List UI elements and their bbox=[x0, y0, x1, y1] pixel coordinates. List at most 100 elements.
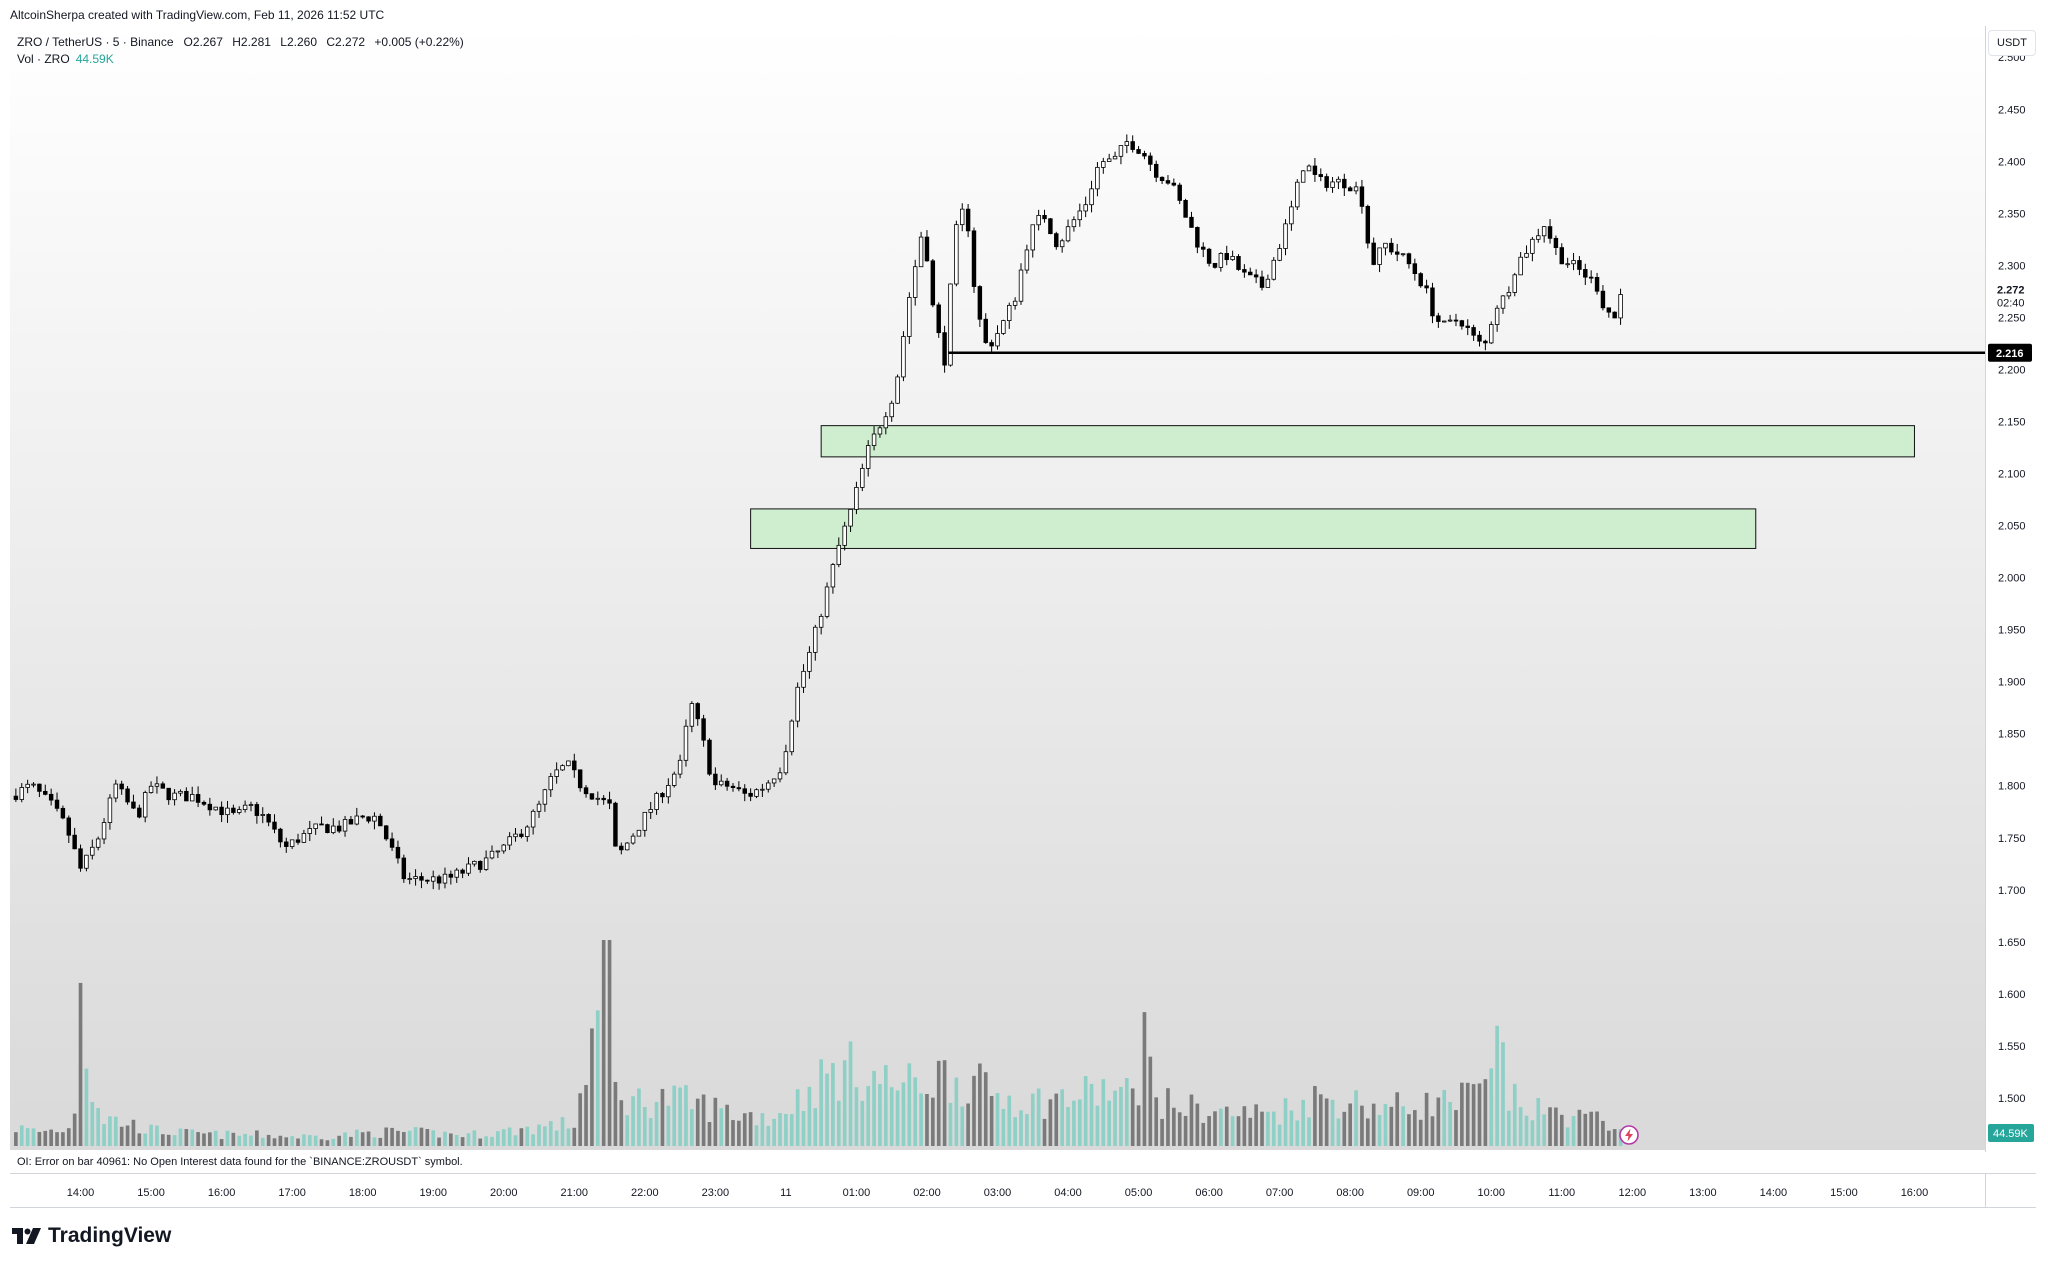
volume-bar bbox=[266, 1134, 271, 1146]
candle bbox=[642, 811, 648, 837]
volume-bar bbox=[766, 1125, 771, 1146]
currency-unit-button[interactable]: USDT bbox=[1988, 30, 2036, 56]
time-tick-label: 03:00 bbox=[984, 1187, 1012, 1199]
volume-bar bbox=[672, 1085, 677, 1146]
volume-bar bbox=[1148, 1056, 1153, 1146]
volume-bar bbox=[942, 1060, 947, 1146]
candle bbox=[1347, 186, 1353, 192]
candle bbox=[466, 857, 471, 877]
volume-bar bbox=[1289, 1110, 1294, 1146]
volume-bar bbox=[572, 1127, 577, 1146]
time-tick-label: 01:00 bbox=[843, 1187, 871, 1199]
volume-bar bbox=[819, 1059, 823, 1146]
candle bbox=[1583, 263, 1588, 285]
candle bbox=[401, 854, 407, 883]
candle bbox=[930, 259, 936, 308]
time-tick-label: 11 bbox=[780, 1187, 791, 1199]
candle bbox=[201, 800, 207, 807]
volume-bar bbox=[842, 1060, 847, 1146]
line-price-badge bbox=[1988, 343, 2032, 362]
volume-bar bbox=[1483, 1079, 1488, 1146]
volume-bar bbox=[1013, 1117, 1017, 1146]
candle bbox=[331, 818, 336, 835]
high-value: 2.281 bbox=[240, 35, 271, 49]
time-tick-label: 05:00 bbox=[1125, 1187, 1153, 1199]
tradingview-brand[interactable]: TradingView bbox=[12, 1224, 171, 1248]
volume-bar bbox=[90, 1102, 95, 1146]
price-axis[interactable]: 2.5002.4502.4002.3502.3002.2502.2002.150… bbox=[1988, 52, 2034, 1142]
volume-bar bbox=[108, 1116, 112, 1146]
volume-bar bbox=[219, 1139, 224, 1146]
candle bbox=[142, 790, 148, 823]
volume-bar bbox=[813, 1108, 818, 1146]
candle bbox=[66, 815, 72, 844]
flash-icon[interactable] bbox=[1618, 1124, 1640, 1146]
candle bbox=[719, 774, 724, 787]
candle bbox=[1541, 226, 1547, 243]
volume-bar bbox=[707, 1122, 712, 1146]
candle bbox=[624, 842, 630, 851]
candle bbox=[1024, 244, 1030, 274]
volume-bar bbox=[1207, 1115, 1211, 1146]
candle bbox=[689, 701, 695, 733]
bar-countdown-label: 02:40 bbox=[1997, 298, 2025, 310]
candle bbox=[783, 744, 789, 776]
volume-bar bbox=[1324, 1098, 1329, 1146]
candle bbox=[131, 794, 136, 810]
volume-bar bbox=[654, 1101, 659, 1146]
candle bbox=[548, 772, 553, 797]
candle bbox=[1577, 256, 1582, 276]
candle bbox=[1212, 262, 1218, 269]
candle bbox=[366, 816, 371, 824]
volume-bar bbox=[807, 1086, 812, 1146]
candle bbox=[1253, 269, 1259, 284]
volume-bar bbox=[1107, 1100, 1112, 1146]
candle bbox=[284, 837, 289, 853]
volume-bar bbox=[319, 1139, 324, 1146]
volume-bar bbox=[172, 1135, 177, 1146]
volume-bar bbox=[1119, 1086, 1123, 1146]
time-tick-label: 16:00 bbox=[1901, 1187, 1929, 1199]
candle bbox=[448, 870, 454, 885]
time-tick-label: 07:00 bbox=[1266, 1187, 1294, 1199]
close-value: 2.272 bbox=[335, 35, 366, 49]
volume-bar bbox=[666, 1105, 671, 1146]
candle bbox=[1101, 157, 1106, 174]
volume-bar bbox=[255, 1130, 259, 1146]
volume-bar bbox=[778, 1113, 782, 1146]
volume-bar bbox=[831, 1063, 835, 1146]
candle bbox=[1124, 134, 1130, 154]
candle bbox=[436, 874, 442, 890]
time-tick-label: 15:00 bbox=[137, 1187, 165, 1199]
volume-bar bbox=[19, 1125, 24, 1146]
attribution-header: AltcoinSherpa created with TradingView.c… bbox=[10, 8, 385, 22]
candle bbox=[325, 823, 330, 834]
volume-bar bbox=[1330, 1099, 1335, 1146]
volume-bar bbox=[1524, 1115, 1529, 1146]
time-axis[interactable]: 14:00 15:00 16:00 17:00 18:00 19:00 20:00 21:00… bbox=[67, 1187, 1928, 1199]
candle bbox=[295, 833, 301, 845]
candle bbox=[1283, 219, 1288, 256]
candle bbox=[254, 801, 260, 824]
time-tick-label: 09:00 bbox=[1407, 1187, 1435, 1199]
candle bbox=[1377, 247, 1382, 273]
candle bbox=[84, 854, 89, 872]
support-zone-2[interactable] bbox=[750, 508, 1757, 549]
volume-bar bbox=[1277, 1124, 1282, 1146]
support-zone-1[interactable] bbox=[820, 425, 1915, 458]
volume-bar bbox=[1477, 1083, 1482, 1146]
candle bbox=[213, 806, 218, 811]
volume-bar bbox=[1407, 1114, 1411, 1146]
candle bbox=[1077, 203, 1083, 227]
volume-bar bbox=[390, 1127, 394, 1146]
candle bbox=[1500, 295, 1506, 314]
candle bbox=[348, 815, 354, 825]
volume-bar bbox=[25, 1128, 30, 1146]
candle bbox=[137, 804, 142, 819]
volume-bar bbox=[742, 1113, 747, 1146]
candle bbox=[871, 426, 877, 451]
time-tick-label: 10:00 bbox=[1477, 1187, 1505, 1199]
zones-layer bbox=[750, 425, 1915, 549]
candle bbox=[219, 801, 224, 823]
